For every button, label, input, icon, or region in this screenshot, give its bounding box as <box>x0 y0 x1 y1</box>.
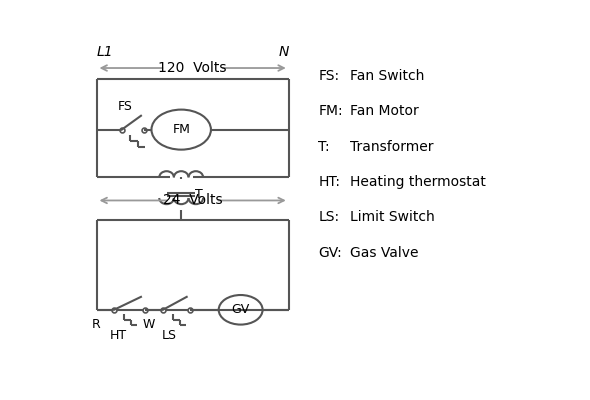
Text: Fan Motor: Fan Motor <box>350 104 419 118</box>
Text: Transformer: Transformer <box>350 140 434 154</box>
Text: FS: FS <box>118 100 133 113</box>
Text: T:: T: <box>319 140 330 154</box>
Text: GV: GV <box>231 303 250 316</box>
Text: 120  Volts: 120 Volts <box>158 61 227 75</box>
Text: LS:: LS: <box>319 210 339 224</box>
Text: T: T <box>195 188 203 201</box>
Text: GV:: GV: <box>319 246 342 260</box>
Text: L1: L1 <box>97 45 113 59</box>
Text: FM:: FM: <box>319 104 343 118</box>
Text: HT:: HT: <box>319 175 340 189</box>
Text: R: R <box>92 318 101 331</box>
Text: Gas Valve: Gas Valve <box>350 246 419 260</box>
Text: HT: HT <box>110 328 127 342</box>
Text: W: W <box>143 318 155 331</box>
Text: LS: LS <box>161 328 176 342</box>
Text: 24  Volts: 24 Volts <box>163 194 222 208</box>
Text: Heating thermostat: Heating thermostat <box>350 175 486 189</box>
Text: Fan Switch: Fan Switch <box>350 69 425 83</box>
Text: Limit Switch: Limit Switch <box>350 210 435 224</box>
Text: FM: FM <box>172 123 190 136</box>
Text: FS:: FS: <box>319 69 339 83</box>
Text: N: N <box>278 45 289 59</box>
